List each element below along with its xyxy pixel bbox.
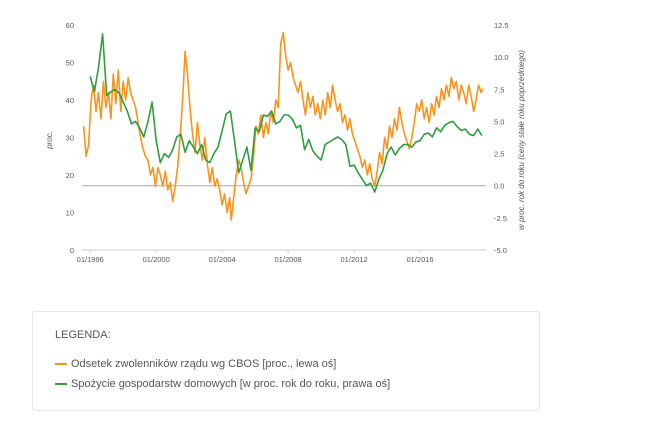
x-tick-label: 01/2008 (275, 255, 302, 264)
series-line-support (82, 31, 484, 221)
right-tick-label: 7.5 (494, 85, 504, 94)
right-tick-label: -2.5 (494, 214, 507, 223)
legend-label: Spożycie gospodarstw domowych [w proc. r… (71, 378, 391, 390)
legend-swatch-green (55, 383, 67, 385)
right-tick-label: -5.0 (494, 246, 507, 255)
x-tick-label: 01/2016 (406, 255, 433, 264)
right-tick-label: 12.5 (494, 21, 509, 30)
left-tick-label: 50 (66, 59, 74, 68)
left-tick-label: 10 (66, 209, 74, 218)
right-tick-label: 0.0 (494, 182, 504, 191)
line-chart: 0 10 20 30 40 50 60 -5.0 -2.5 0.0 2.5 5.0 7.5 10.0 12… (45, 21, 526, 264)
left-tick-label: 40 (66, 96, 74, 105)
legend-item-consumption: Spożycie gospodarstw domowych [w proc. r… (55, 378, 390, 390)
right-axis-title: w proc. rok do roku (ceny stałe roku pop… (517, 50, 526, 230)
x-tick-label: 01/1996 (77, 255, 104, 264)
legend: LEGENDA: Odsetek zwolenników rządu wg CB… (32, 311, 540, 411)
left-axis: 0 10 20 30 40 50 60 (66, 21, 74, 255)
x-tick-label: 01/2000 (143, 255, 170, 264)
right-axis: -5.0 -2.5 0.0 2.5 5.0 7.5 10.0 12.5 (494, 21, 509, 255)
x-axis: 01/1996 01/2000 01/2004 01/2008 01/2012 01/20… (77, 249, 486, 264)
legend-swatch-orange (55, 363, 67, 365)
left-tick-label: 60 (66, 21, 74, 30)
right-tick-label: 2.5 (494, 150, 504, 159)
legend-label: Odsetek zwolenników rządu wg CBOS [proc.… (71, 358, 337, 370)
right-tick-label: 10.0 (494, 53, 509, 62)
left-axis-title: proc. (45, 131, 54, 150)
left-tick-label: 30 (66, 134, 74, 143)
series-lines (82, 31, 484, 221)
series-line-consumption (89, 33, 483, 193)
legend-item-support: Odsetek zwolenników rządu wg CBOS [proc.… (55, 358, 336, 370)
left-tick-label: 20 (66, 171, 74, 180)
x-tick-label: 01/2004 (209, 255, 236, 264)
legend-title: LEGENDA: (55, 329, 111, 341)
left-tick-label: 0 (70, 246, 74, 255)
x-tick-label: 01/2012 (341, 255, 368, 264)
right-tick-label: 5.0 (494, 117, 504, 126)
